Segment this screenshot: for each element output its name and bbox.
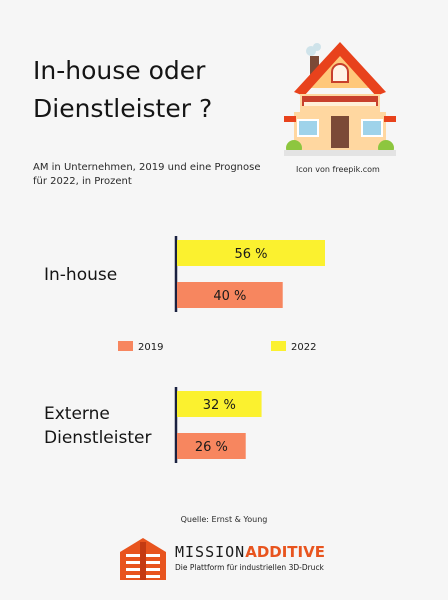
legend-swatch	[271, 341, 286, 351]
category-label: In-house	[44, 265, 117, 285]
legend-label: 2019	[138, 342, 163, 353]
brand-name: MISSIONADDITIVE	[175, 543, 325, 561]
bar-value-label: 56 %	[234, 247, 267, 262]
brand-tagline: Die Plattform für industriellen 3D-Druck	[175, 563, 324, 572]
legend-swatch	[118, 341, 133, 351]
category-label: Externe	[44, 404, 110, 424]
chart-subtitle: AM in Unternehmen, 2019 und eine Prognos…	[33, 161, 283, 189]
brand-part-1: MISSION	[175, 543, 246, 561]
brand-part-2: ADDITIVE	[245, 543, 325, 561]
bar	[177, 282, 283, 308]
category-label: Dienstleister	[44, 428, 151, 448]
bar	[177, 433, 246, 459]
bar-value-label: 40 %	[213, 289, 246, 304]
subtitle-line-2: für 2022, in Prozent	[33, 176, 132, 187]
page-title: In-house oder Dienstleister ?	[33, 52, 283, 128]
title-line-2: Dienstleister ?	[33, 94, 213, 123]
subtitle-line-1: AM in Unternehmen, 2019 und eine Prognos…	[33, 162, 261, 173]
bar	[177, 391, 262, 417]
legend-label: 2022	[291, 342, 316, 353]
bar-value-label: 32 %	[203, 398, 236, 413]
house-icon	[284, 42, 396, 156]
bar-value-label: 26 %	[195, 440, 228, 455]
mission-additive-logo-icon	[120, 538, 166, 580]
icon-credit: Icon von freepik.com	[296, 165, 380, 174]
title-line-1: In-house oder	[33, 56, 206, 85]
bar-chart: In-house 56 % 40 % Externe Dienstleister 32 %…	[44, 236, 325, 463]
bar	[177, 240, 325, 266]
source-note: Quelle: Ernst & Young	[180, 515, 268, 524]
